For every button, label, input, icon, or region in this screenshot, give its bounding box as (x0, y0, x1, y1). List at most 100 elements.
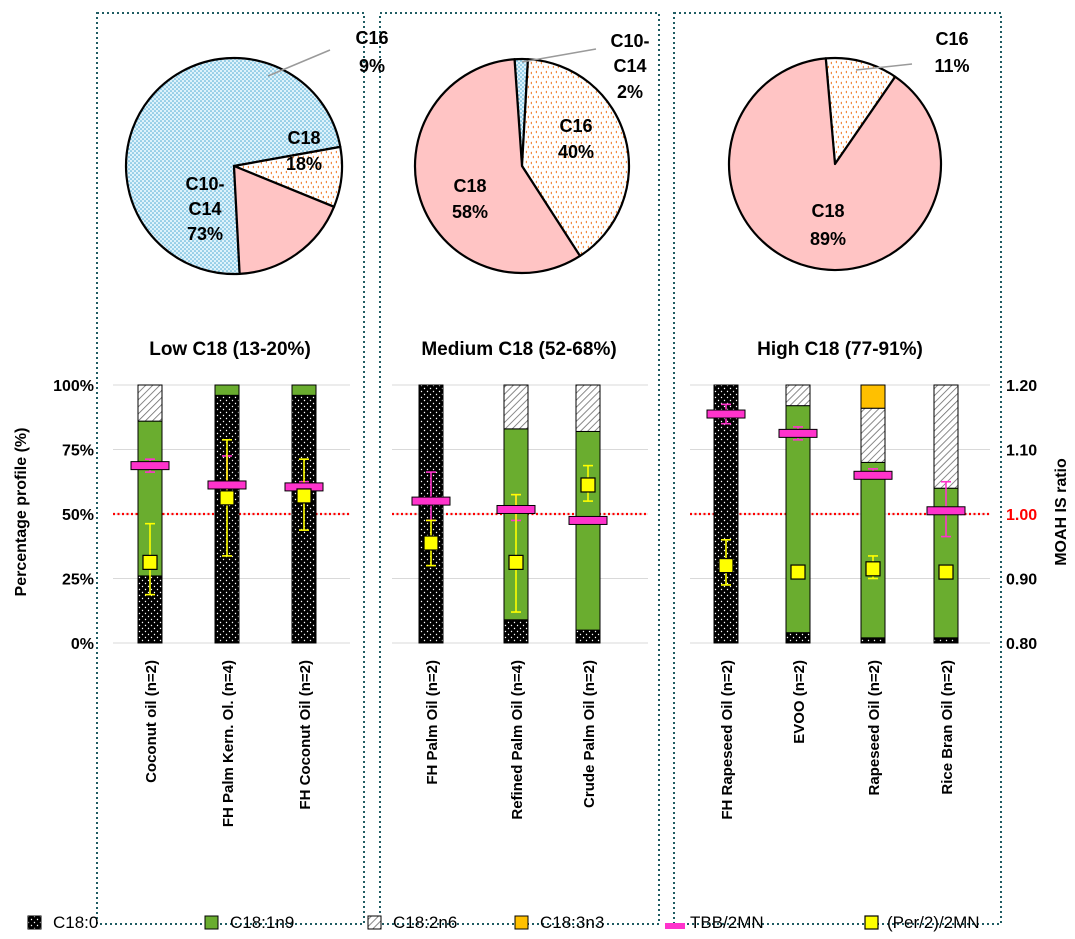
y-right-axis-title: MOAH IS ratio (1053, 458, 1070, 566)
legend: C18:0 C18:1n9 C18:2n6 C18:3n3 TBB/2MN (Per/2)… (27, 913, 980, 932)
bar-segment-c18-2 (137, 384, 163, 422)
y-right-tick-label: 0.90 (1006, 572, 1037, 589)
y-right-tick-label: 0.80 (1006, 636, 1037, 653)
legend-swatch-black (27, 915, 42, 930)
y-left-tick-label: 25% (62, 572, 94, 589)
pie-percent-c18: 18% (286, 154, 322, 174)
per-marker (865, 561, 881, 577)
tbb-marker (568, 515, 608, 525)
legend-swatch-hatch (367, 915, 382, 930)
per-marker (219, 490, 235, 506)
bar-segment-c18-1 (575, 430, 601, 631)
per-marker (718, 557, 734, 574)
y-left-axis-title: Percentage profile (%) (13, 428, 30, 597)
category-label: FH Palm Oil (n=2) (424, 660, 441, 785)
legend-label: C18:2n6 (393, 913, 457, 932)
pie-percent-c10c14: 2% (617, 82, 643, 102)
legend-swatch-green (204, 915, 219, 930)
tbb-marker (706, 409, 746, 419)
per-marker (142, 554, 158, 570)
bar-segment-c18-2 (575, 384, 601, 432)
per-marker (580, 477, 596, 493)
pie-slice-c18 (413, 58, 582, 275)
pie-label-c18: C18 (811, 201, 844, 221)
legend-swatch-tbb (665, 923, 685, 929)
tbb-marker (130, 461, 170, 471)
bar-segment-c18-0 (503, 619, 529, 644)
stacked-bar-chart: 0% 25% 50% 75% 100% 0.80 0.90 1.00 1.10 1.20 Cocon… (53, 378, 1037, 827)
bar-segment-c18-1 (860, 461, 886, 639)
tbb-marker (496, 504, 536, 514)
bar-segment-c18-1 (214, 384, 240, 396)
category-label: Crude Palm Oil (n=2) (581, 660, 598, 808)
pie-leader-line (521, 48, 597, 63)
category-label: FH Rapeseed Oil (n=2) (719, 660, 736, 820)
legend-label: C18:3n3 (540, 913, 604, 932)
group-title-medium: Medium C18 (52-68%) (421, 339, 616, 360)
pie-percent-c10c14: 73% (187, 224, 223, 244)
bar-segment-c18-2 (933, 384, 959, 489)
category-label: Refined Palm Oil (n=4) (509, 660, 526, 820)
y-left-tick-label: 0% (71, 636, 94, 653)
pie-percent-c16: 11% (934, 56, 969, 76)
pie-slice-c16 (824, 56, 897, 166)
y-right-tick-label: 1.10 (1006, 443, 1037, 460)
y-right-tick-label: 1.20 (1006, 378, 1037, 395)
pie-percent-c18: 58% (452, 202, 488, 222)
group-title-high: High C18 (77-91%) (757, 339, 923, 360)
per-marker (790, 564, 806, 580)
pie-slice-c18 (727, 57, 943, 272)
tbb-marker (411, 496, 451, 506)
y-right-tick-label: 1.00 (1006, 507, 1037, 524)
y-left-tick-label: 75% (62, 443, 94, 460)
per-marker (296, 488, 312, 504)
pie-percent-c16: 40% (558, 142, 594, 162)
bar-segment-c18-0 (575, 629, 601, 644)
pie-label-c18: C18 (453, 176, 486, 196)
legend-label: C18:0 (53, 913, 98, 932)
per-marker (508, 554, 524, 570)
pie-charts: C10- C14 73% C16 9% C18 18% C10- C14 2% C16 40% C18 5… (124, 28, 970, 276)
per-marker (423, 535, 439, 551)
legend-label: TBB/2MN (690, 913, 764, 932)
legend-label: (Per/2)/2MN (887, 913, 980, 932)
panel-low (96, 12, 365, 925)
y-left-tick-label: 100% (53, 378, 94, 395)
bar-segment-c18-1 (291, 384, 317, 396)
pie-label-c16: C16 (935, 29, 968, 49)
panel-high (673, 12, 1002, 925)
legend-label: C18:1n9 (230, 913, 294, 932)
bar-segment-c18-0 (860, 637, 886, 644)
category-label: Rice Bran Oil (n=2) (939, 660, 956, 795)
category-label: Rapeseed Oil (n=2) (866, 660, 883, 795)
pie-label-c10c14: C10- (185, 174, 224, 194)
tbb-marker (853, 470, 893, 480)
tbb-marker (926, 506, 966, 516)
bar-segment-c18-2 (503, 384, 529, 430)
category-label: FH Coconut Oil (n=2) (297, 660, 314, 810)
pie-slice-c18 (232, 164, 336, 275)
y-left-tick-label: 50% (62, 507, 94, 524)
bar-segment-c18-0 (785, 632, 811, 644)
category-label: Coconut oil (n=2) (143, 660, 160, 783)
pie-percent-c18: 89% (810, 229, 846, 249)
tbb-marker (778, 428, 818, 438)
legend-swatch-orange (514, 915, 529, 930)
pie-label-c16: C16 (355, 28, 388, 48)
bar-segment-c18-3 (860, 384, 886, 409)
category-label: EVOO (n=2) (791, 660, 808, 744)
category-label: FH Palm Kern. Ol. (n=4) (220, 660, 237, 827)
legend-swatch-per (864, 915, 879, 930)
per-marker (938, 564, 954, 580)
bar-segment-c18-0 (713, 384, 739, 644)
group-title-low: Low C18 (13-20%) (149, 339, 311, 360)
pie-label-c10c14: C14 (188, 199, 221, 219)
tbb-marker (207, 480, 247, 490)
pie-percent-c16: 9% (359, 56, 385, 76)
bar-segment-c18-0 (933, 637, 959, 644)
pie-leader-line (855, 63, 913, 71)
pie-label-c16: C16 (559, 116, 592, 136)
pie-label-c10c14: C10- (610, 31, 649, 51)
bar-segment-c18-2 (785, 384, 811, 407)
